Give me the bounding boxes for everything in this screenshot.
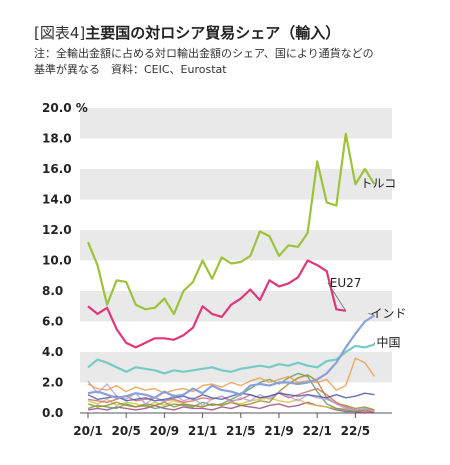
y-tick-label: 2.0 — [42, 376, 63, 390]
x-tick-label: 21/9 — [264, 424, 293, 438]
y-tick-label: 20.0 % — [42, 101, 88, 115]
x-tick-label: 22/1 — [302, 424, 331, 438]
grid-band — [80, 291, 392, 322]
x-tick-label: 20/5 — [111, 424, 140, 438]
leader-line — [327, 282, 347, 312]
note-line-2: 基準が異なる 資料：CEIC、Eurostat — [34, 63, 227, 76]
series-line — [87, 392, 375, 402]
y-tick-label: 16.0 — [42, 162, 72, 176]
grid-band — [80, 108, 392, 139]
y-tick-label: 0.0 — [42, 406, 63, 420]
y-tick-label: 14.0 — [42, 193, 72, 207]
note-line-1: 注：全輸出金額に占める対ロ輸出金額のシェア、国により通貨などの — [34, 47, 374, 60]
y-tick-label: 18.0 — [42, 132, 72, 146]
chart-note: 注：全輸出金額に占める対ロ輸出金額のシェア、国により通貨などの 基準が異なる 資… — [34, 46, 444, 78]
y-tick-label: 10.0 — [42, 254, 72, 268]
series-label: トルコ — [360, 176, 396, 190]
grid-band — [80, 230, 392, 261]
series-label: 中国 — [376, 334, 400, 349]
x-tick-label: 20/9 — [150, 424, 179, 438]
grid-band — [80, 169, 392, 200]
series-line — [86, 132, 376, 315]
x-tick-label: 20/1 — [73, 424, 102, 438]
series-line — [87, 357, 376, 394]
series-label: EU27 — [330, 276, 362, 290]
x-tick-label: 21/5 — [226, 424, 255, 438]
series-line — [87, 387, 375, 413]
figure-tag: [図表4] — [34, 24, 86, 42]
y-tick-label: 12.0 — [42, 223, 72, 237]
series-line — [87, 259, 346, 349]
x-tick-label: 21/1 — [188, 424, 217, 438]
grid-band — [80, 352, 392, 383]
leader-line — [368, 313, 375, 316]
series-line — [87, 314, 376, 399]
x-tick-label: 22/5 — [341, 424, 370, 438]
chart-title: [図表4]主要国の対ロシア貿易シェア（輸入） — [34, 22, 340, 43]
y-tick-label: 8.0 — [42, 284, 63, 298]
series-line — [87, 343, 375, 375]
y-tick-label: 4.0 — [42, 345, 63, 359]
figure-title: 主要国の対ロシア貿易シェア（輸入） — [85, 24, 341, 42]
y-tick-label: 6.0 — [42, 315, 63, 329]
series-label: インド — [370, 306, 406, 320]
